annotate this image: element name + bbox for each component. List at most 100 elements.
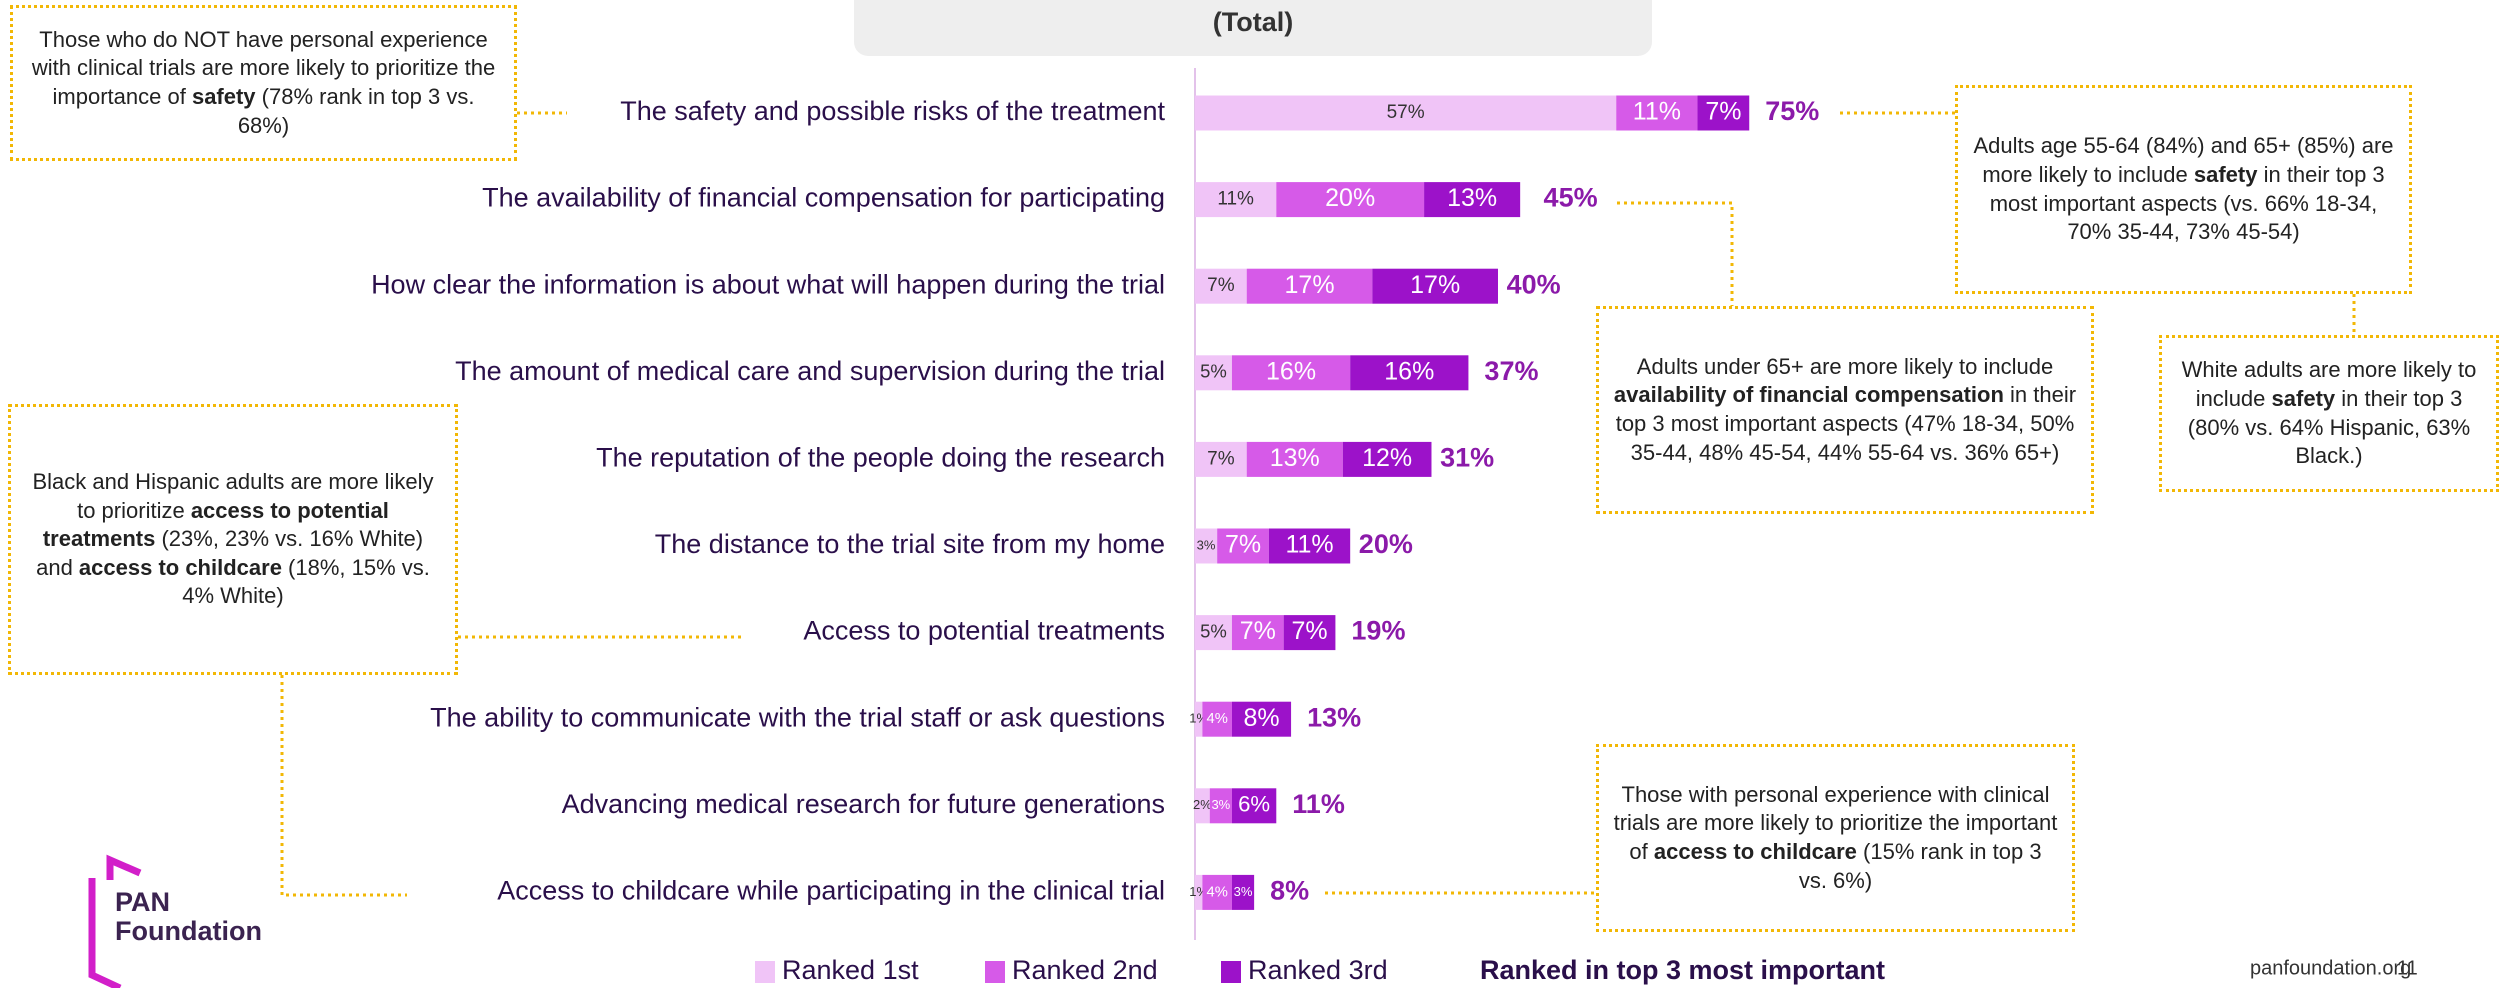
title-box (854, 0, 1652, 56)
value-label: 20% (1325, 184, 1375, 212)
callout-segment: (15% rank in top 3 vs. 6%) (1798, 839, 2042, 893)
value-label: 13% (1270, 444, 1320, 472)
callout-emphasis: safety (2271, 385, 2336, 411)
value-label: 7% (1705, 98, 1741, 126)
callout: Adults under 65+ are more likely to incl… (1596, 306, 2094, 514)
legend-swatch (985, 961, 1005, 983)
value-label: 4% (1206, 711, 1227, 727)
bar-segment (1246, 441, 1343, 477)
total-label: 31% (1440, 443, 1494, 473)
callout-segment: (23%, 23% vs. 16% White) and (36, 526, 424, 580)
bar-segment (1231, 701, 1292, 737)
total-label: 45% (1544, 183, 1598, 213)
bar-segment (1372, 268, 1498, 304)
callout-segment: White adults are more likely to include (2181, 357, 2477, 411)
total-label: 20% (1359, 529, 1413, 559)
callout: Adults age 55-64 (84%) and 65+ (85%) are… (1955, 85, 2412, 294)
value-label: 11% (1217, 189, 1254, 210)
bar-segment (1283, 615, 1336, 651)
bar-segment (1616, 95, 1698, 131)
bar-segment (1424, 182, 1521, 218)
legend-label: Ranked 3rd (1248, 955, 1388, 985)
category-label: The ability to communicate with the tria… (430, 702, 1165, 732)
connector (1617, 201, 1734, 306)
chart-title: (Total) (1213, 7, 1293, 37)
callout-emphasis: safety (2193, 161, 2258, 187)
category-label: The distance to the trial site from my h… (655, 529, 1165, 559)
total-label: 19% (1351, 616, 1405, 646)
bar-segment (1268, 528, 1351, 564)
callout-emphasis: availability of financial compensation (1613, 382, 2004, 408)
callout-segment: (18%, 15% vs. 4% White) (182, 554, 430, 609)
value-label: 16% (1266, 357, 1316, 385)
callout-segment: (78% rank in top 3 vs. 68%) (237, 84, 475, 138)
value-label: 7% (1291, 617, 1327, 645)
total-label: 11% (1292, 789, 1345, 819)
callout-text: Adults under 65+ are more likely to incl… (1613, 353, 2077, 467)
value-label: 11% (1285, 531, 1333, 559)
page-number: 11 (2397, 957, 2418, 979)
value-label: 16% (1384, 357, 1434, 385)
bar-segment (1231, 615, 1284, 651)
category-label: Advancing medical research for future ge… (562, 789, 1165, 819)
value-label: 6% (1238, 792, 1270, 817)
bar-segment (1195, 788, 1210, 824)
value-label: 3% (1197, 537, 1216, 552)
logo-text: Foundation (115, 916, 262, 946)
legend-label: Ranked in top 3 most important (1480, 955, 1885, 985)
callout-segment: Adults age 55-64 (84%) and 65+ (85%) are… (1973, 133, 2394, 187)
callout-segment: Black and Hispanic adults are more likel… (32, 469, 434, 523)
callout-segment: in their top 3 (80% vs. 64% Hispanic, 63… (2187, 385, 2471, 469)
bar-segment (1217, 528, 1269, 564)
bar-segment (1342, 441, 1432, 477)
category-label: Access to childcare while participating … (497, 876, 1165, 906)
callout-segment: in their top 3 most important aspects (4… (1615, 382, 2077, 465)
value-label: 7% (1207, 448, 1235, 469)
legend-label: Ranked 1st (782, 955, 919, 985)
callout: White adults are more likely to include … (2159, 335, 2499, 492)
callout: Those who do NOT have personal experienc… (10, 5, 517, 161)
callout-text: Adults age 55-64 (84%) and 65+ (85%) are… (1972, 132, 2395, 246)
connector (280, 675, 407, 897)
callout-text: White adults are more likely to include … (2176, 356, 2482, 470)
bar-segment (1195, 95, 1617, 131)
value-label: 2% (1193, 797, 1212, 812)
callout: Black and Hispanic adults are more likel… (8, 404, 458, 675)
bar-segment (1195, 268, 1247, 304)
value-label: 7% (1225, 531, 1261, 559)
footer-url: panfoundation.org (2250, 957, 2411, 979)
value-label: 17% (1285, 271, 1335, 299)
bar-segment (1231, 874, 1255, 910)
total-label: 40% (1507, 269, 1561, 299)
total-label: 8% (1270, 876, 1309, 906)
value-label: 7% (1240, 617, 1276, 645)
value-label: 4% (1206, 884, 1227, 900)
category-label: The availability of financial compensati… (482, 183, 1165, 213)
value-label: 5% (1200, 620, 1227, 641)
bar-segment (1195, 355, 1232, 391)
callout-segment: in their top 3 most important aspects (v… (1989, 161, 2385, 245)
logo-mark (88, 854, 142, 988)
value-label: 3% (1234, 884, 1253, 899)
callout-segment: Adults under 65+ are more likely to incl… (1636, 353, 2054, 379)
bar-segment (1195, 528, 1218, 564)
legend-label: Ranked 2nd (1012, 955, 1158, 985)
legend-swatch (1221, 961, 1241, 983)
logo: PAN Foundation (88, 854, 262, 988)
bar-segment (1195, 182, 1277, 218)
value-label: 13% (1447, 184, 1497, 212)
callout-segment: Those with personal experience with clin… (1613, 781, 2058, 864)
category-label: The safety and possible risks of the tre… (620, 96, 1165, 126)
legend-swatch (755, 961, 775, 983)
bar-segment (1231, 355, 1351, 391)
callout-emphasis: access to childcare (78, 554, 282, 580)
value-label: 5% (1200, 361, 1227, 382)
bar-segment (1246, 268, 1373, 304)
value-label: 7% (1207, 275, 1235, 296)
value-label: 8% (1243, 704, 1279, 732)
value-label: 3% (1211, 797, 1230, 812)
total-label: 13% (1307, 702, 1361, 732)
callout-text: Black and Hispanic adults are more likel… (25, 468, 441, 611)
